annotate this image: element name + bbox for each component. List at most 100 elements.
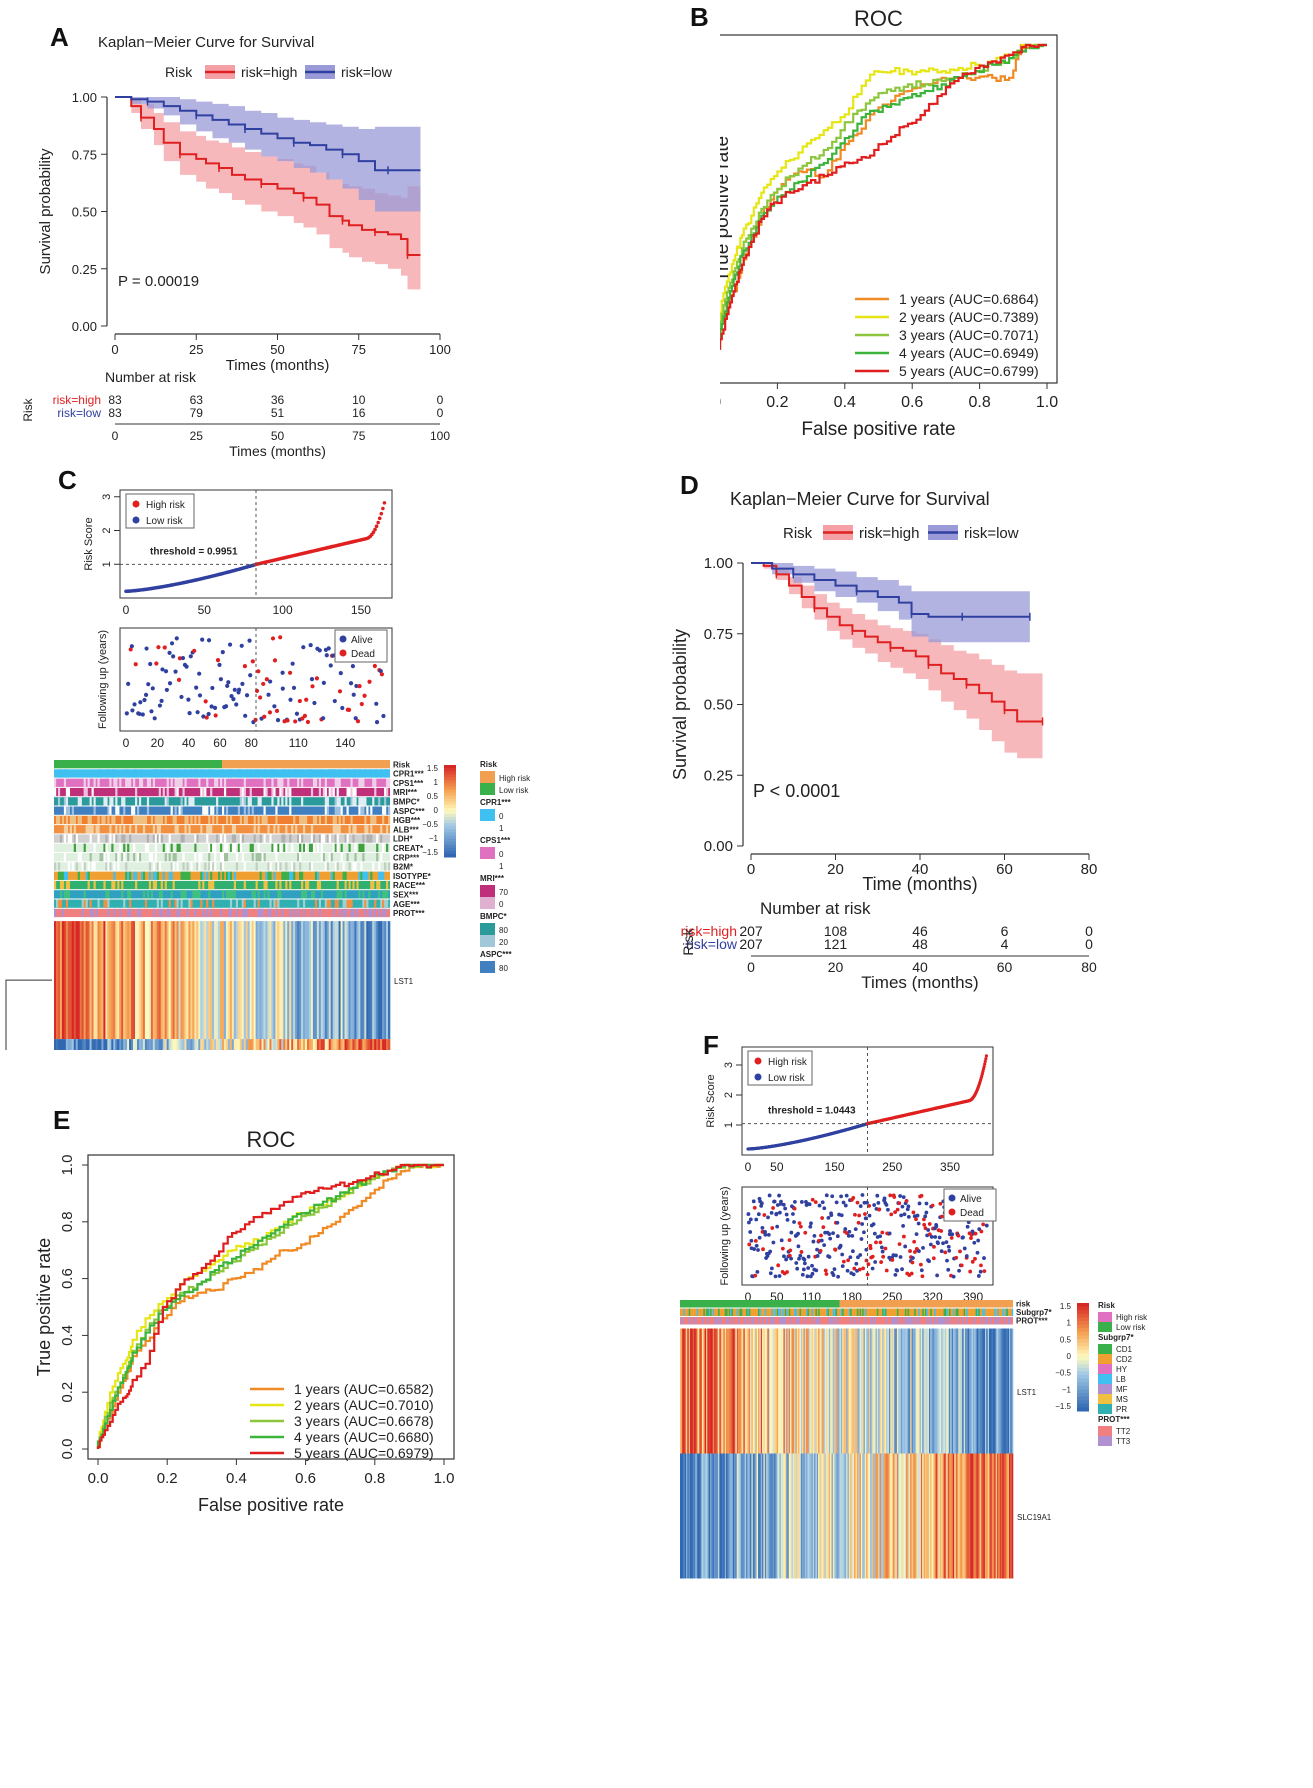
survival-point [150,686,155,691]
annotation-cell [223,787,227,797]
legend-label-low: risk=low [964,525,1019,542]
survival-point [863,1212,867,1216]
annotation-cell [184,815,187,825]
annotation-cell [318,908,322,918]
heatmap-cell [752,1328,755,1454]
heatmap-cell [303,921,306,1040]
annotation-cell [912,1317,915,1325]
survival-point [338,671,343,676]
survival-point [815,1247,819,1252]
heatmap-cell [63,921,67,1040]
annotation-cell [131,806,134,815]
annotation-cell [115,834,118,843]
survival-point [314,676,320,681]
annotation-cell [358,797,361,806]
annotation-cell [259,908,262,918]
heatmap-cell [241,1039,245,1050]
heatmap-cell [324,921,328,1040]
annotation-cell [142,871,146,880]
annotation-cell [164,853,167,862]
heatmap-cell [707,1453,710,1579]
heatmap-cell [277,1039,280,1050]
annotation-cell [384,797,387,806]
y-tick-label: 0.25 [72,262,97,277]
annotation-cell [265,815,268,825]
legend-label-2-years: 2 years (AUC=0.7389) [899,309,1039,325]
survival-point [865,1272,870,1277]
survival-point [857,1267,862,1272]
annotation-cell [85,787,88,797]
annotation-cell [848,1308,851,1316]
dendrogram [5,979,52,1050]
color-scale-segment [444,826,456,830]
survival-point [274,708,280,713]
annotation-cell [816,1317,819,1325]
heatmap-cell [332,1039,335,1050]
heatmap-cell [111,1039,114,1050]
survival-point [785,1270,789,1274]
annotation-cell [915,1317,918,1325]
heatmap-cell [823,1328,826,1454]
survival-point [248,673,253,678]
annotation-cell [269,908,272,918]
annotation-cell [65,899,69,908]
survival-point [285,718,290,723]
annotation-cell [107,815,110,825]
y-tick-label: 1 [723,1122,735,1128]
x-tick-label: 0 [111,342,118,357]
heatmap-cell [265,921,268,1040]
annotation-cell [67,880,71,890]
survival-point [927,1222,932,1226]
heatmap-cell [1011,1328,1014,1454]
annotation-cell [299,871,302,880]
risk-table-x-tick: 60 [997,959,1013,975]
annotation-cell [943,1317,946,1325]
risk-legend-dot-low [754,1073,762,1081]
survival-point [126,681,131,687]
annotation-cell [259,834,262,843]
heatmap-cell [243,1039,247,1050]
heatmap-cell [936,1453,939,1579]
annotation-cell [269,871,272,880]
annotation-cell [380,899,383,908]
heatmap-cell [382,1039,385,1050]
heatmap-cell [886,1453,888,1579]
annotation-cell [129,899,132,908]
survival-point [822,1243,827,1248]
annotation-cell [271,843,274,852]
annotation-cell [91,787,94,797]
annotation-cell [291,871,294,880]
heatmap-cell [119,1039,122,1050]
heatmap-cell [890,1328,892,1454]
heatmap-cell [962,1453,964,1579]
heatmap-cell [870,1453,872,1579]
survival-point [972,1240,977,1245]
heatmap-cell [346,1039,349,1050]
heatmap-cell [1004,1453,1007,1579]
risk-legend-low: Low risk [146,516,184,527]
annotation-cell [137,908,140,918]
heatmap-cell [906,1453,908,1579]
annotation-cell [146,834,150,843]
annotation-cell [182,834,185,843]
survival-point [768,1249,773,1254]
heatmap-cell [711,1328,714,1454]
annotation-cell [710,1308,712,1316]
annotation-cell [388,778,391,787]
survival-point [881,1254,886,1259]
survival-point [780,1246,785,1251]
heatmap-cell [172,1039,175,1050]
annotation-cell [133,843,136,852]
panel-label-c: C [58,465,77,495]
annotation-cell [125,778,128,787]
survival-point [258,695,263,700]
heatmap-cell [716,1328,719,1454]
annotation-cell [322,787,325,797]
annotation-cell [281,797,284,806]
annotation-cell [65,769,69,778]
annotation-cell [882,1308,884,1316]
x-tick-label: 0.2 [157,1470,178,1487]
heatmap-cell [218,921,221,1040]
annotation-cell [807,1308,810,1316]
legend-item: 0 [499,812,504,821]
